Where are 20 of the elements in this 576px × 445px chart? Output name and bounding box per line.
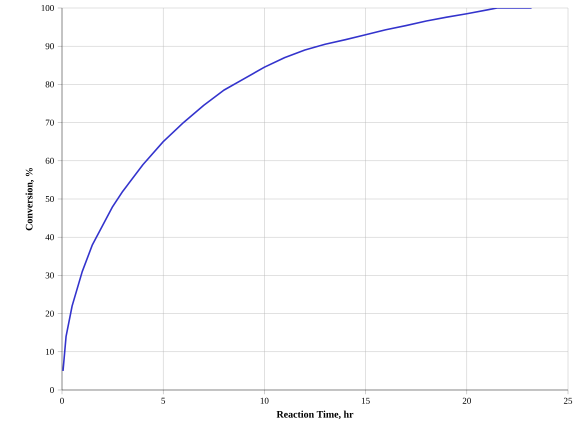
y-tick-label: 20 <box>46 310 54 317</box>
x-tick-label: 20 <box>462 398 471 404</box>
x-axis-title: Reaction Time, hr <box>276 410 354 420</box>
x-tick-label: 10 <box>260 398 269 404</box>
y-tick-label: 10 <box>46 348 54 355</box>
y-tick-label: 30 <box>46 272 54 278</box>
y-tick-label: 40 <box>45 234 54 240</box>
x-tick-label: 25 <box>564 398 572 404</box>
y-tick-label: 70 <box>46 120 54 126</box>
y-tick-label: 0 <box>50 386 54 394</box>
y-tick-label: 80 <box>46 81 54 88</box>
y-tick-label: 50 <box>46 196 54 202</box>
line-series <box>62 8 532 372</box>
y-tick-label: 90 <box>46 43 54 50</box>
y-axis-title: Conversion, % <box>25 168 34 230</box>
y-tick-label: 60 <box>46 158 54 164</box>
y-tick-label: 100 <box>42 4 54 12</box>
x-tick-label: 5 <box>161 398 166 404</box>
x-tick-label: 15 <box>362 398 370 404</box>
x-tick-label: 0 <box>60 398 64 404</box>
